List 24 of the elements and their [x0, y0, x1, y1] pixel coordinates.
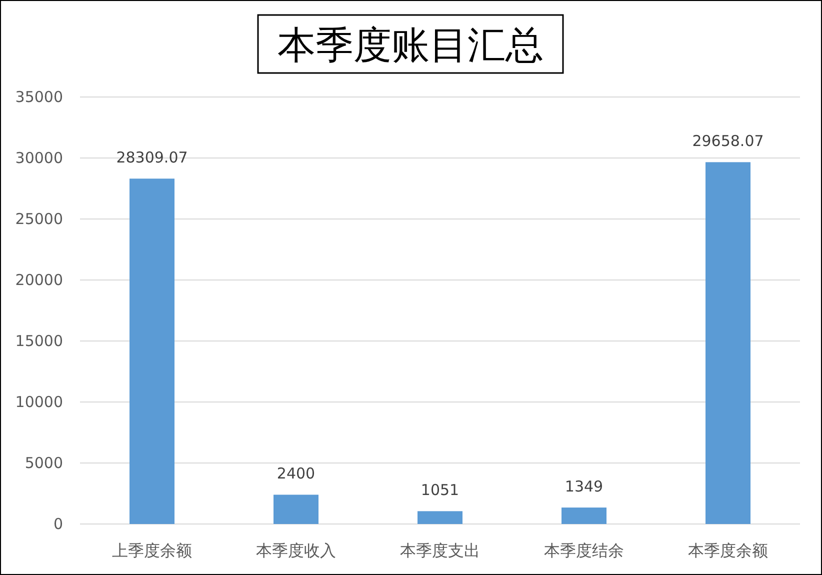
x-tick-label: 本季度余额 [688, 541, 768, 560]
x-tick-label: 本季度结余 [544, 541, 624, 560]
bar [418, 511, 462, 524]
data-label: 1349 [564, 478, 604, 496]
y-tick-label: 10000 [15, 393, 63, 411]
chart-title: 本季度账目汇总 [278, 23, 544, 67]
x-tick-label: 本季度支出 [400, 541, 480, 560]
data-label: 28309.07 [116, 148, 188, 167]
y-tick-label: 20000 [15, 271, 63, 289]
bar [130, 178, 174, 524]
x-tick-label: 本季度收入 [256, 541, 336, 560]
bar [706, 162, 750, 524]
y-tick-label: 35000 [15, 88, 63, 106]
y-tick-label: 30000 [15, 149, 63, 167]
x-tick-label: 上季度余额 [112, 541, 192, 560]
data-label: 29658.07 [692, 132, 764, 150]
data-label: 2400 [276, 464, 316, 483]
data-label: 1051 [420, 481, 460, 500]
y-tick-label: 0 [53, 515, 63, 533]
bar [274, 494, 318, 524]
bar [562, 508, 606, 524]
y-tick-label: 5000 [24, 454, 63, 472]
y-tick-label: 15000 [15, 332, 63, 350]
y-tick-label: 25000 [15, 210, 63, 228]
